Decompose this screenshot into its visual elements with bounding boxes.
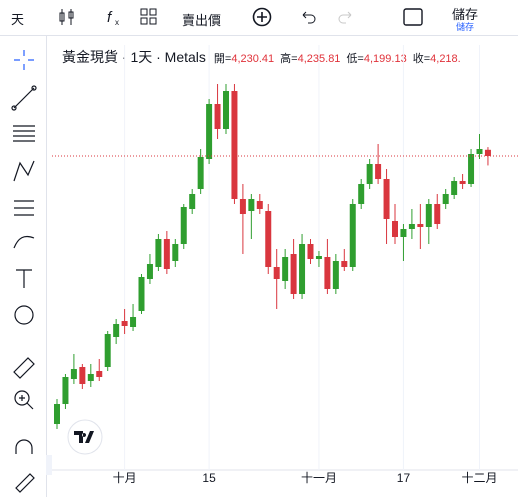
candle-body — [392, 221, 398, 237]
svg-text:f: f — [107, 9, 113, 26]
chart-legend: 黃金現貨 · 1天 · Metals 開=4,230.41 高=4,235.81 低=… — [62, 47, 467, 67]
candle-body — [70, 369, 77, 379]
x-tick-label: 十月 — [113, 471, 137, 485]
candle-body — [96, 371, 103, 377]
measure-tool[interactable] — [13, 357, 35, 379]
legend-value: 4,230.41 — [231, 53, 275, 65]
candle-body — [180, 207, 187, 244]
candle-body — [265, 211, 272, 267]
emoji-tool[interactable] — [14, 305, 34, 325]
line-tool[interactable] — [13, 87, 35, 109]
chart-type-icon[interactable] — [56, 6, 78, 28]
candle-body — [273, 267, 280, 279]
candle-body — [87, 374, 94, 381]
save-status: 儲存 — [456, 22, 475, 32]
x-tick-label: 15 — [202, 471, 216, 485]
candle-body — [256, 201, 263, 209]
undo-icon[interactable] — [298, 7, 318, 27]
candle-body — [468, 154, 475, 184]
crosshair-tool[interactable] — [14, 50, 34, 70]
svg-text:x: x — [115, 18, 119, 27]
add-icon[interactable] — [251, 6, 273, 28]
candle-body — [375, 164, 382, 179]
candle-body — [315, 256, 322, 259]
candle-body — [408, 224, 415, 229]
prediction-tool[interactable] — [14, 200, 34, 216]
candle-body — [121, 321, 128, 326]
tradingview-logo — [67, 419, 103, 455]
candle-body — [442, 194, 449, 204]
magnet-tool[interactable] — [15, 439, 33, 454]
fullscreen-icon[interactable] — [402, 6, 424, 28]
candle-body — [484, 149, 491, 156]
candle-body — [400, 229, 407, 237]
legend-label: 開= — [213, 53, 232, 65]
candle-body — [172, 244, 179, 261]
pattern-tool[interactable] — [13, 160, 35, 182]
redo-icon[interactable] — [336, 7, 356, 27]
candle-body — [349, 204, 356, 267]
candle-body — [163, 239, 170, 269]
candle-body — [476, 149, 483, 154]
save-button[interactable]: 儲存 — [452, 7, 479, 22]
x-tick-label: 十一月 — [301, 471, 337, 485]
legend-label: 收= — [412, 53, 431, 65]
candle-body — [332, 261, 339, 289]
candle-body — [307, 244, 314, 259]
left-toolbar — [0, 36, 47, 497]
layout-icon[interactable] — [139, 7, 159, 27]
candle-body — [214, 104, 221, 129]
x-tick-label: 17 — [397, 471, 411, 485]
legend-value: 4,218. — [430, 53, 461, 65]
candle-body — [146, 264, 153, 279]
candle-body — [79, 367, 86, 384]
legend-label: 低= — [346, 53, 364, 65]
candle-body — [459, 181, 466, 184]
candle-body — [417, 224, 424, 227]
candle-body — [324, 257, 331, 289]
interval-button[interactable]: 天 — [11, 12, 25, 27]
candle-body — [189, 194, 196, 209]
candle-body — [383, 179, 390, 219]
candle-body — [425, 204, 432, 227]
drawing-tools — [11, 50, 37, 493]
candle-body — [248, 199, 255, 211]
legend-value: 4,199.13 — [363, 53, 407, 65]
candle-body — [366, 164, 373, 184]
zoom-tool[interactable] — [14, 390, 30, 406]
symbol-name[interactable]: 黃金現貨 · 1天 · Metals — [62, 49, 206, 65]
x-tick-label: 十二月 — [461, 471, 497, 485]
candle-body — [104, 334, 111, 367]
candle-body — [290, 254, 297, 294]
price-source-button[interactable]: 賣出價 — [182, 13, 222, 28]
candle-body — [282, 257, 289, 281]
candle-body — [155, 239, 162, 267]
candle-body — [130, 317, 137, 327]
candle-body — [113, 324, 120, 337]
candle-body — [341, 261, 348, 267]
legend-label: 高= — [280, 53, 298, 65]
candle-body — [451, 181, 458, 195]
candle-body — [231, 91, 238, 199]
candle-body — [62, 377, 69, 404]
candle-body — [138, 277, 145, 311]
fib-tool[interactable] — [13, 125, 35, 142]
candle-body — [54, 404, 60, 424]
candle-body — [223, 91, 229, 129]
candle-body — [434, 204, 441, 224]
candle-body — [239, 199, 246, 214]
brush-tool[interactable] — [13, 235, 35, 249]
candle-body — [206, 104, 213, 159]
collapse-handle — [46, 455, 52, 475]
candle-body — [299, 244, 306, 294]
candle-body — [358, 184, 365, 204]
lock-tool[interactable] — [15, 473, 35, 493]
text-tool[interactable] — [16, 269, 32, 288]
candle-body — [197, 157, 204, 189]
